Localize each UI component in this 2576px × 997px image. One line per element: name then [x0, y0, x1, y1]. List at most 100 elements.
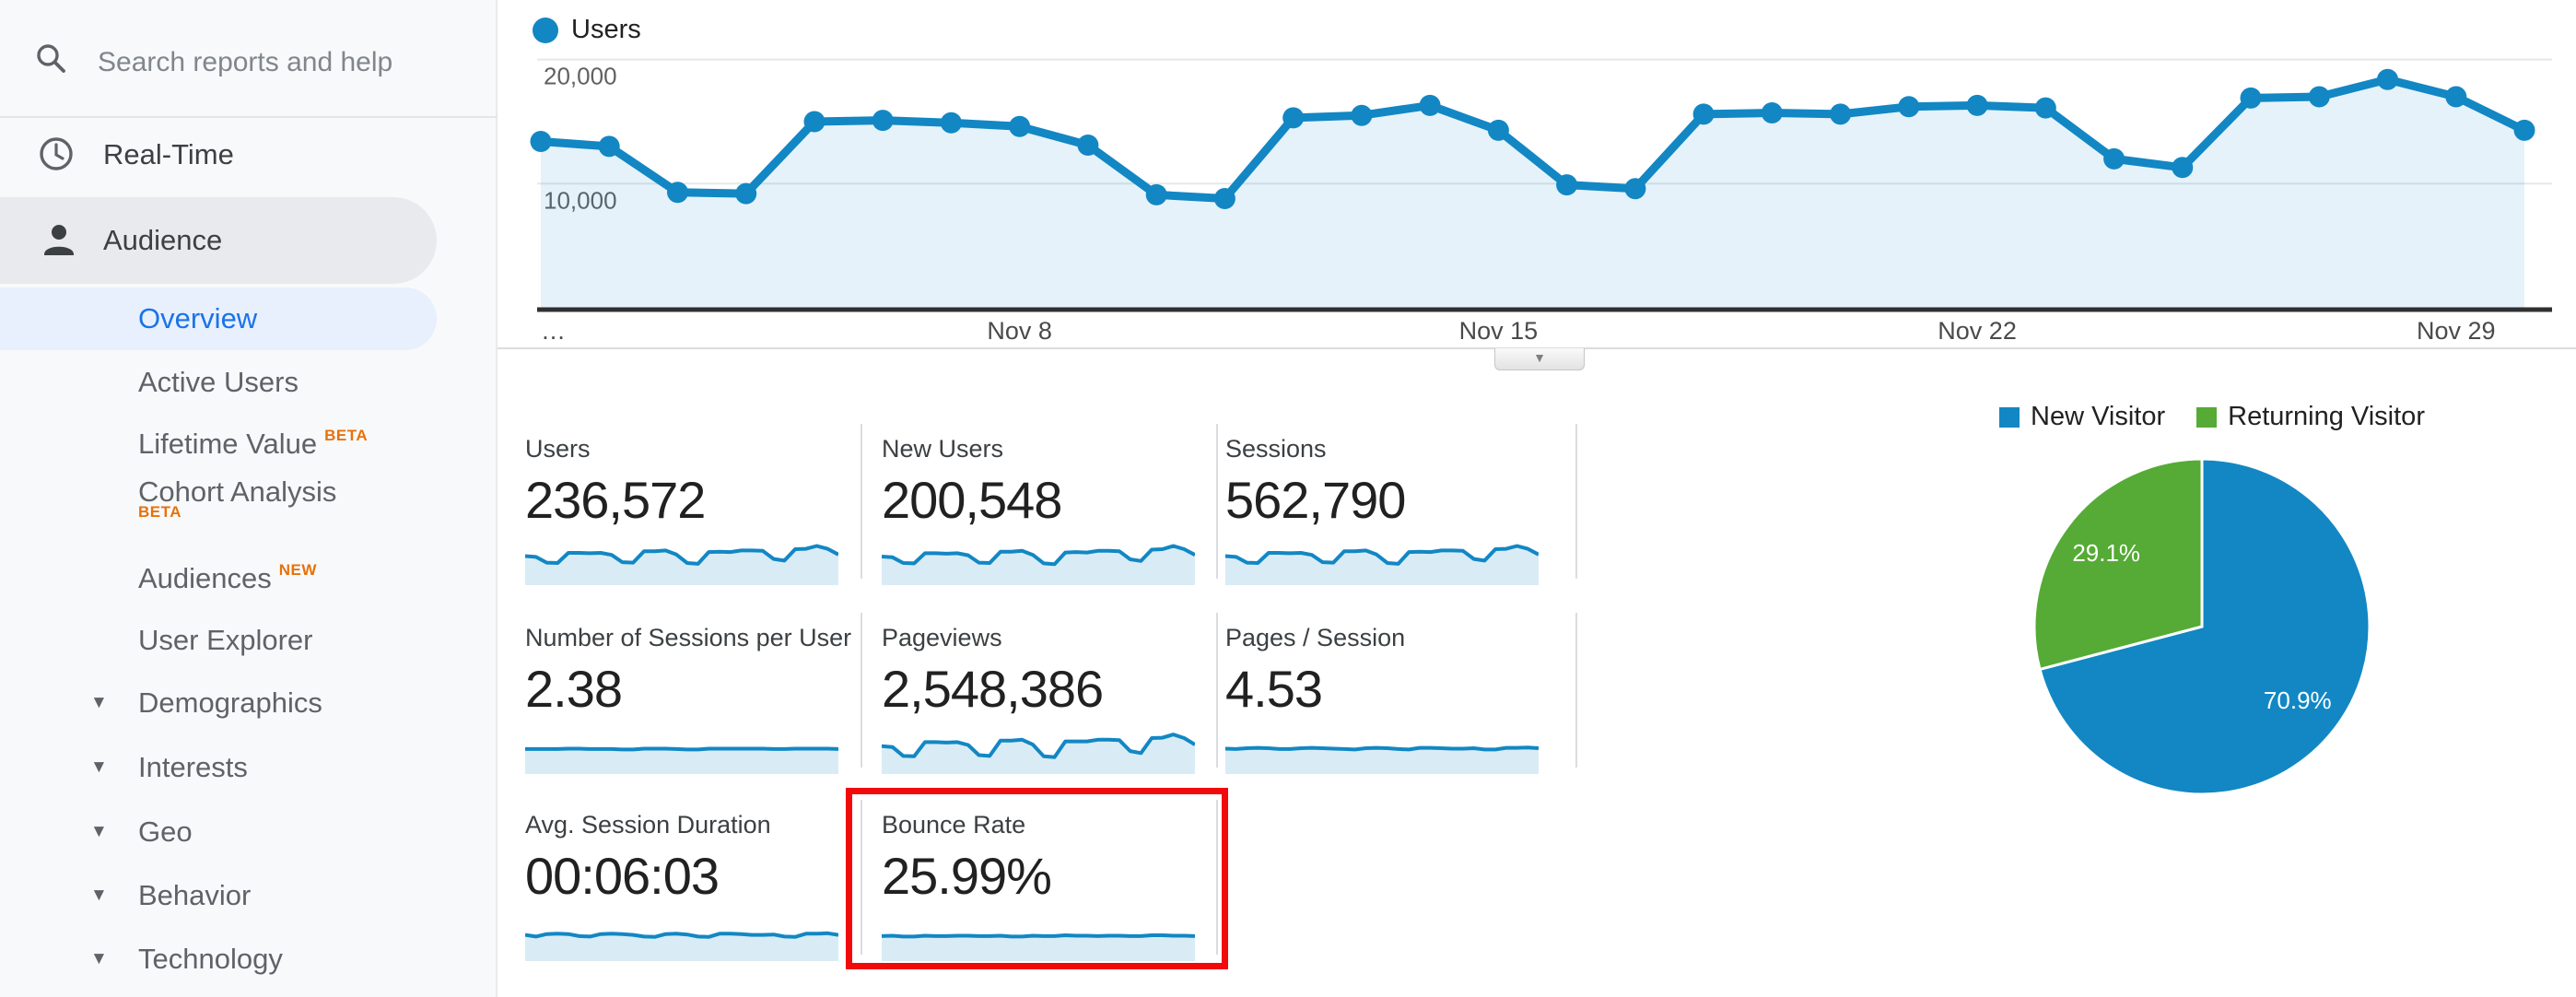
chart-point[interactable]: [1487, 119, 1509, 141]
returning-visitor-swatch: [2196, 406, 2218, 428]
chart-point[interactable]: [2445, 86, 2467, 108]
x-axis-label: Nov 22: [1938, 317, 2017, 345]
metric-label: Pageviews: [882, 624, 1002, 651]
chart-point[interactable]: [940, 111, 962, 134]
metric-card-bounce-rate[interactable]: Bounce Rate 25.99%: [882, 809, 1213, 961]
chart-point[interactable]: [1830, 103, 1852, 125]
chart-point[interactable]: [803, 111, 825, 133]
card-divider: [861, 613, 862, 768]
chart-point[interactable]: [2377, 68, 2398, 90]
chart-point[interactable]: [1145, 183, 1167, 205]
beta-badge: BETA: [324, 427, 369, 444]
users-sparkline: [525, 544, 838, 585]
chart-expand-tab[interactable]: ▼: [1494, 348, 1585, 370]
sidebar-item-audience[interactable]: Audience: [0, 197, 437, 284]
sidebar-item-label: Demographics: [138, 686, 322, 719]
card-divider: [1575, 424, 1577, 579]
chart-point[interactable]: [667, 182, 688, 204]
visitor-type-pie-chart[interactable]: 70.9% 29.1%: [2012, 437, 2392, 816]
sidebar-item-real-time[interactable]: Real-Time: [0, 122, 437, 188]
sidebar-item-technology[interactable]: ▼ Technology: [0, 941, 437, 978]
metric-card-sessions[interactable]: Sessions 562,790: [1225, 433, 1557, 585]
card-divider: [1216, 424, 1218, 579]
bounce-rate-sparkline: [882, 933, 1195, 961]
x-axis-label: Nov 8: [987, 317, 1052, 345]
card-divider: [861, 800, 862, 955]
sidebar-item-label: Lifetime Value: [138, 428, 318, 460]
metric-card-sessions-per-user[interactable]: Number of Sessions per User 2.38: [525, 622, 857, 774]
sidebar-item-label: Cohort Analysis: [138, 475, 337, 508]
new-visitor-swatch: [1999, 406, 2020, 428]
chart-point[interactable]: [1556, 174, 1578, 196]
sidebar-item-label: Real-Time: [103, 138, 234, 170]
chart-point[interactable]: [1898, 96, 1920, 118]
metric-value: 562,790: [1225, 471, 1406, 529]
sidebar-item-lifetime-value[interactable]: Lifetime Value BETA: [0, 426, 437, 463]
chart-point[interactable]: [735, 182, 757, 205]
chart-legend: Users: [533, 15, 641, 45]
chart-point[interactable]: [2513, 119, 2535, 141]
metric-card-pageviews[interactable]: Pageviews 2,548,386: [882, 622, 1213, 774]
sidebar-item-label: Audience: [103, 224, 223, 256]
sidebar-item-active-users[interactable]: Active Users: [138, 366, 299, 398]
chevron-down-icon: ▼: [90, 757, 108, 777]
chart-point[interactable]: [1009, 115, 1031, 137]
beta-badge: BETA: [138, 503, 182, 521]
sidebar-item-overview[interactable]: Overview: [0, 287, 437, 350]
chart-point[interactable]: [1624, 178, 1646, 200]
search-icon: [33, 41, 68, 80]
metric-label: Avg. Session Duration: [525, 811, 771, 839]
chart-point[interactable]: [2308, 86, 2330, 108]
sidebar-item-audiences[interactable]: Audiences NEW: [0, 560, 437, 597]
chevron-down-icon: ▼: [90, 886, 108, 905]
sidebar-item-label: User Explorer: [138, 624, 313, 656]
chart-point[interactable]: [1692, 103, 1715, 125]
chart-point[interactable]: [2172, 157, 2194, 179]
metric-card-avg-session-duration[interactable]: Avg. Session Duration 00:06:03: [525, 809, 857, 961]
metric-label: Sessions: [1225, 435, 1327, 463]
metric-value: 236,572: [525, 471, 706, 529]
chevron-down-icon: ▼: [1533, 350, 1546, 365]
metric-label: Bounce Rate: [882, 811, 1026, 839]
card-divider: [1216, 613, 1218, 768]
chart-point[interactable]: [2034, 97, 2056, 119]
chart-point[interactable]: [530, 131, 552, 152]
users-line-chart[interactable]: 10,000 20,000 … Nov 8 Nov 15 Nov 22 Nov 29: [498, 0, 2576, 380]
chart-point[interactable]: [598, 135, 620, 158]
chevron-down-icon: ▼: [90, 822, 108, 841]
sidebar-item-label: Behavior: [138, 879, 252, 911]
pie-slice-new-visitor[interactable]: [2038, 457, 2371, 796]
sidebar-item-interests[interactable]: ▼ Interests: [0, 749, 437, 786]
metric-card-pages-per-session[interactable]: Pages / Session 4.53: [1225, 622, 1557, 774]
metric-label: Pages / Session: [1225, 624, 1406, 651]
chart-point[interactable]: [1351, 104, 1373, 126]
card-divider: [1216, 800, 1218, 955]
sidebar-item-cohort-analysis[interactable]: Cohort Analysis: [0, 474, 437, 510]
chart-point[interactable]: [1282, 107, 1305, 129]
sidebar-item-geo[interactable]: ▼ Geo: [0, 814, 437, 850]
chart-point[interactable]: [1761, 102, 1783, 123]
chart-point[interactable]: [1419, 94, 1441, 116]
search-bar[interactable]: [0, 17, 498, 98]
sidebar-item-demographics[interactable]: ▼ Demographics: [0, 685, 437, 721]
sessions-sparkline: [1225, 544, 1539, 585]
metric-card-new-users[interactable]: New Users 200,548: [882, 433, 1213, 585]
chart-point[interactable]: [1077, 135, 1099, 156]
person-icon: [39, 219, 79, 267]
sidebar-item-user-explorer[interactable]: User Explorer: [0, 622, 437, 659]
search-input[interactable]: [96, 39, 464, 87]
chart-point[interactable]: [872, 110, 894, 132]
sidebar-divider: [0, 116, 498, 118]
metric-card-users[interactable]: Users 236,572: [525, 433, 857, 585]
metric-label: Number of Sessions per User: [525, 624, 852, 651]
chevron-down-icon: ▼: [90, 949, 108, 968]
pie-slice-returning-visitor[interactable]: [2032, 457, 2204, 672]
metric-label: Users: [525, 435, 591, 463]
chart-point[interactable]: [2240, 87, 2262, 109]
sidebar-item-behavior[interactable]: ▼ Behavior: [0, 877, 437, 914]
chart-point[interactable]: [1966, 94, 1988, 116]
chart-point[interactable]: [2103, 147, 2125, 170]
chart-point[interactable]: [1213, 188, 1235, 209]
metric-value: 4.53: [1225, 660, 1323, 718]
